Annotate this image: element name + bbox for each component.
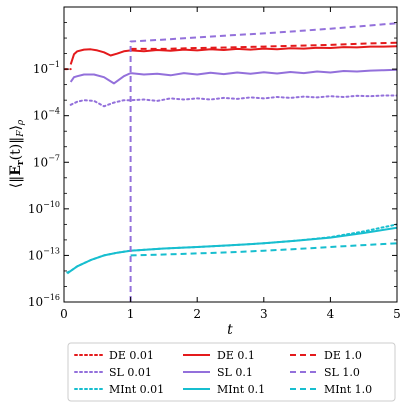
legend-label: SL 0.01: [109, 366, 152, 379]
y-tick-label: 10−10: [28, 200, 60, 216]
y-tick-label: 10−13: [28, 246, 60, 262]
series-line-mint-1-0: [130, 242, 397, 257]
y-tick-label: 10−16: [28, 293, 60, 309]
y-tick-label: 10−1: [33, 60, 60, 76]
legend-label: MInt 1.0: [324, 383, 372, 396]
y-tick-label: 10−7: [33, 153, 60, 169]
series-line-sl-0-1: [69, 68, 397, 85]
series-line-mint-0-1: [66, 226, 397, 275]
legend-label: DE 0.01: [109, 349, 154, 362]
x-tick-label: 1: [127, 307, 135, 321]
legend-label: DE 0.1: [217, 349, 255, 362]
legend-box: [67, 342, 396, 402]
legend: DE 0.01 SL 0.01 MInt 0.01 DE 0.1 SL 0.1 MInt …: [67, 342, 396, 402]
legend-label: SL 1.0: [324, 366, 360, 379]
x-axis-label: t: [227, 322, 233, 338]
legend-label: MInt 0.01: [109, 383, 164, 396]
series-line-sl-0-01: [69, 94, 397, 108]
x-tick-label: 5: [393, 307, 401, 321]
tick-layer: 0 1 2 3 4 5 10−16 10−13 10−10 10−7 10−4 10−1: [28, 6, 401, 321]
legend-label: MInt 0.1: [217, 383, 265, 396]
legend-label: DE 1.0: [324, 349, 362, 362]
x-tick-label: 0: [60, 307, 68, 321]
x-tick-label: 3: [260, 307, 268, 321]
series-line-sl-1-0: [129, 22, 397, 302]
series-line-de-1-0: [130, 41, 397, 50]
x-tick-label: 2: [193, 307, 201, 321]
series-layer: [64, 22, 397, 302]
y-tick-label: 10−4: [33, 107, 60, 123]
legend-label: SL 0.1: [217, 366, 253, 379]
series-line-mint-0-01: [66, 223, 397, 274]
x-tick-label: 4: [327, 307, 335, 321]
series-line-de-0-1: [69, 45, 397, 65]
plot-frame: [63, 6, 398, 303]
y-axis-label: ⟨‖Er(t)‖F⟩ρ: [8, 119, 26, 188]
